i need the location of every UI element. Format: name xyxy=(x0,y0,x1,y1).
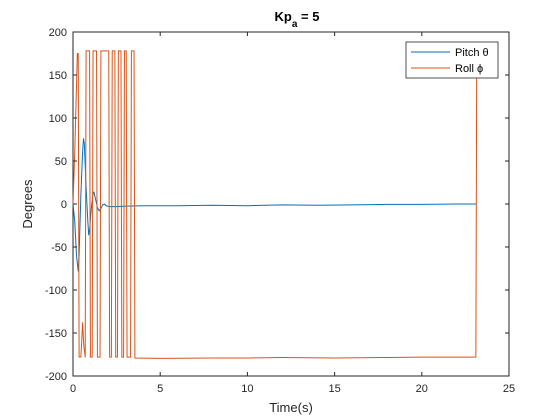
x-tick-label: 5 xyxy=(157,383,163,395)
series-layer xyxy=(72,50,478,359)
chart-title-subscript: a xyxy=(292,19,298,30)
y-tick-label: 200 xyxy=(49,27,67,39)
legend-label-pitch: Pitch θ xyxy=(455,47,489,59)
y-tick-label: 50 xyxy=(55,156,67,168)
y-tick-label: -150 xyxy=(45,328,67,340)
x-axis-label: Time(s) xyxy=(269,400,313,415)
x-tick-label: 20 xyxy=(416,383,428,395)
plot-area: 0 5 10 15 20 25 -200 -150 -100 -50 0 50 100 150 200 xyxy=(45,27,515,395)
y-tick-label: -50 xyxy=(51,242,67,254)
series-line-pitch xyxy=(72,138,476,272)
legend-label-roll: Roll ϕ xyxy=(455,63,483,75)
y-tick-label: 100 xyxy=(49,113,67,125)
y-tick-label: 0 xyxy=(61,199,67,211)
legend: Pitch θ Roll ϕ xyxy=(405,41,499,79)
y-tick-label: -100 xyxy=(45,285,67,297)
legend-box xyxy=(405,41,499,79)
chart-title: Kpa = 5 xyxy=(275,9,320,30)
chart-title-suffix: = 5 xyxy=(297,9,319,24)
x-tick-label: 10 xyxy=(241,383,253,395)
y-tick-label: 150 xyxy=(49,70,67,82)
x-tick-label: 15 xyxy=(328,383,340,395)
x-tick-label: 25 xyxy=(503,383,515,395)
chart-title-main: Kp xyxy=(275,9,292,24)
x-tick-label: 0 xyxy=(70,383,76,395)
y-axis-label: Degrees xyxy=(20,179,35,229)
series-line-roll xyxy=(72,50,478,359)
ticks-layer: 0 5 10 15 20 25 -200 -150 -100 -50 0 50 100 150 200 xyxy=(45,27,515,395)
y-tick-label: -200 xyxy=(45,371,67,383)
